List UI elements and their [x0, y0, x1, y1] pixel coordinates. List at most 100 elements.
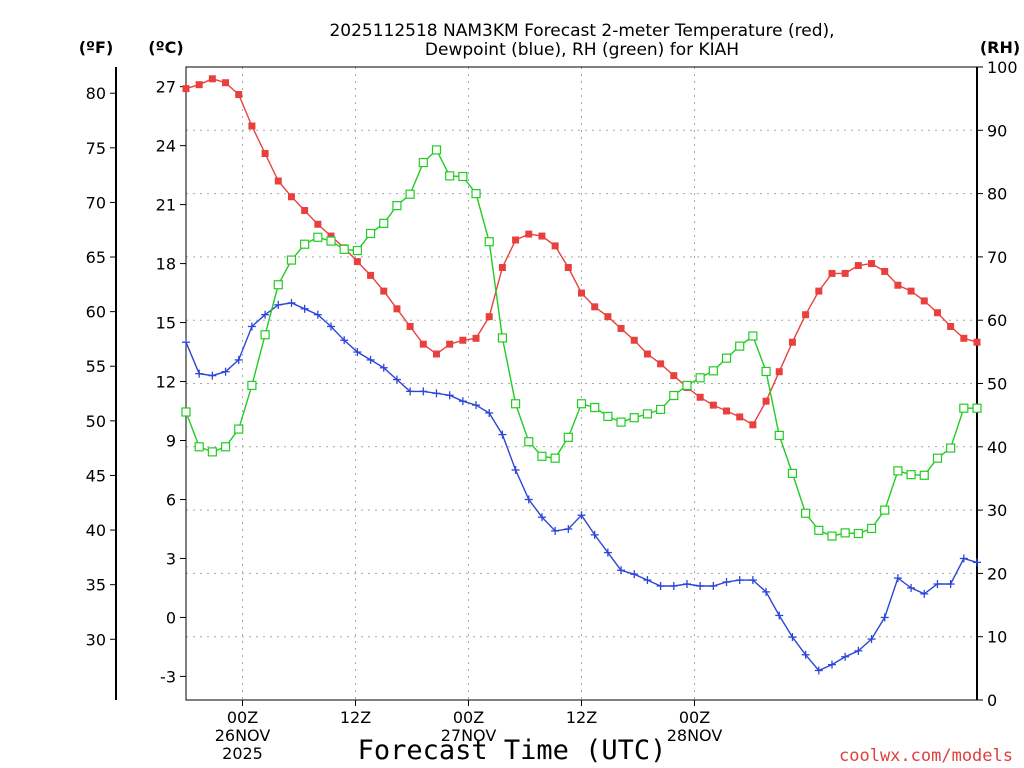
rh-point — [220, 442, 231, 452]
temperature-point — [788, 338, 796, 346]
temperature-point — [222, 79, 230, 87]
rh-point — [550, 453, 560, 463]
dewpoint-point — [432, 389, 441, 398]
temperature-point — [446, 340, 454, 348]
temperature-point — [235, 91, 243, 99]
temperature-point — [564, 264, 572, 272]
dewpoint-point — [564, 524, 573, 533]
rh-point — [510, 399, 521, 409]
rh-tick-label: 40 — [987, 438, 1007, 457]
celsius-tick-label: 3 — [166, 549, 176, 568]
rh-point — [616, 417, 626, 427]
temperature-point — [591, 303, 599, 311]
fahrenheit-tick-label: 40 — [86, 521, 106, 540]
temperature-point — [551, 242, 559, 250]
temperature-point — [578, 289, 585, 297]
rh-point — [801, 508, 811, 518]
dewpoint-point — [814, 666, 823, 675]
rh-point — [431, 145, 442, 155]
fahrenheit-tick-label: 30 — [86, 630, 106, 649]
rh-point — [959, 403, 969, 413]
rh-point — [286, 255, 297, 265]
rh-point — [497, 333, 507, 343]
rh-point — [313, 232, 323, 242]
temperature-point — [933, 309, 941, 317]
dewpoint-point — [893, 574, 902, 583]
rh-point — [748, 331, 758, 341]
temperature-point — [485, 313, 493, 321]
rh-point — [207, 447, 217, 457]
rh-point — [247, 380, 257, 390]
temperature-point — [920, 297, 928, 305]
rh-point — [379, 218, 389, 228]
dewpoint-point — [445, 391, 454, 400]
dewpoint-point — [841, 652, 850, 661]
dewpoint-point — [775, 611, 784, 620]
rh-tick-label: 0 — [987, 691, 997, 710]
dewpoint-point — [617, 566, 626, 575]
dewpoint-point — [696, 581, 705, 590]
temperature-point — [512, 236, 520, 244]
rh-point — [576, 399, 587, 409]
celsius-tick-label: 27 — [156, 78, 176, 97]
rh-point — [946, 443, 956, 453]
temperature-point — [380, 287, 388, 295]
dewpoint-point — [498, 430, 507, 439]
temperature-point — [960, 334, 968, 342]
rh-tick-label: 70 — [987, 248, 1007, 267]
temperature-point — [828, 269, 836, 277]
series-rh — [181, 145, 982, 541]
dewpoint-point — [485, 408, 494, 417]
temperature-point — [762, 397, 770, 405]
rh-point — [471, 189, 481, 199]
dewpoint-point — [392, 375, 401, 384]
rh-point — [774, 430, 784, 441]
temperature-point — [736, 413, 744, 421]
chart-title-line-1: 2025112518 NAM3KM Forecast 2-meter Tempe… — [329, 21, 834, 41]
x-tick-label: 00Z — [453, 708, 484, 727]
dewpoint-point — [762, 587, 771, 596]
dewpoint-point — [722, 578, 731, 587]
fahrenheit-tick-label: 60 — [86, 303, 106, 322]
dewpoint-point — [603, 548, 612, 557]
x-tick-label: 12Z — [566, 708, 597, 727]
dewpoint-point — [959, 554, 968, 563]
rh-tick-label: 20 — [987, 564, 1007, 583]
rh-point — [695, 373, 705, 383]
temperature-point — [195, 81, 203, 89]
x-tick-label: 2025 — [222, 744, 263, 763]
dewpoint-point — [827, 660, 836, 669]
grid-lines — [186, 67, 977, 700]
dewpoint-point — [630, 570, 639, 579]
fahrenheit-tick-label: 70 — [86, 193, 106, 212]
rh-point — [273, 280, 283, 290]
dewpoint-point — [261, 310, 270, 319]
rh-point — [932, 453, 943, 463]
x-tick-label: 00Z — [679, 708, 710, 727]
dewpoint-point — [511, 465, 520, 474]
temperature-point — [841, 269, 849, 277]
fahrenheit-tick-label: 80 — [86, 84, 106, 103]
dewpoint-point — [643, 576, 652, 585]
rh-point — [339, 244, 349, 254]
rh-point — [300, 239, 310, 249]
rh-point — [787, 468, 798, 478]
temperature-point — [775, 368, 783, 376]
fahrenheit-tick-label: 50 — [86, 412, 106, 431]
temperature-point — [432, 350, 440, 358]
dewpoint-point — [419, 387, 428, 396]
credit-text: coolwx.com/models — [839, 746, 1013, 766]
rh-point — [563, 432, 573, 442]
rh-point — [234, 424, 244, 434]
rh-point — [365, 228, 376, 239]
temperature-point — [182, 85, 190, 93]
dewpoint-point — [682, 580, 691, 589]
x-tick-label: 26NOV — [215, 726, 271, 745]
celsius-tick-label: 18 — [156, 255, 176, 274]
rh-point — [405, 189, 415, 199]
rh-point — [866, 523, 877, 534]
dewpoint-point — [313, 310, 322, 319]
temperature-point — [815, 287, 823, 295]
celsius-unit-label: (ºC) — [148, 38, 183, 57]
rh-point — [893, 466, 903, 476]
